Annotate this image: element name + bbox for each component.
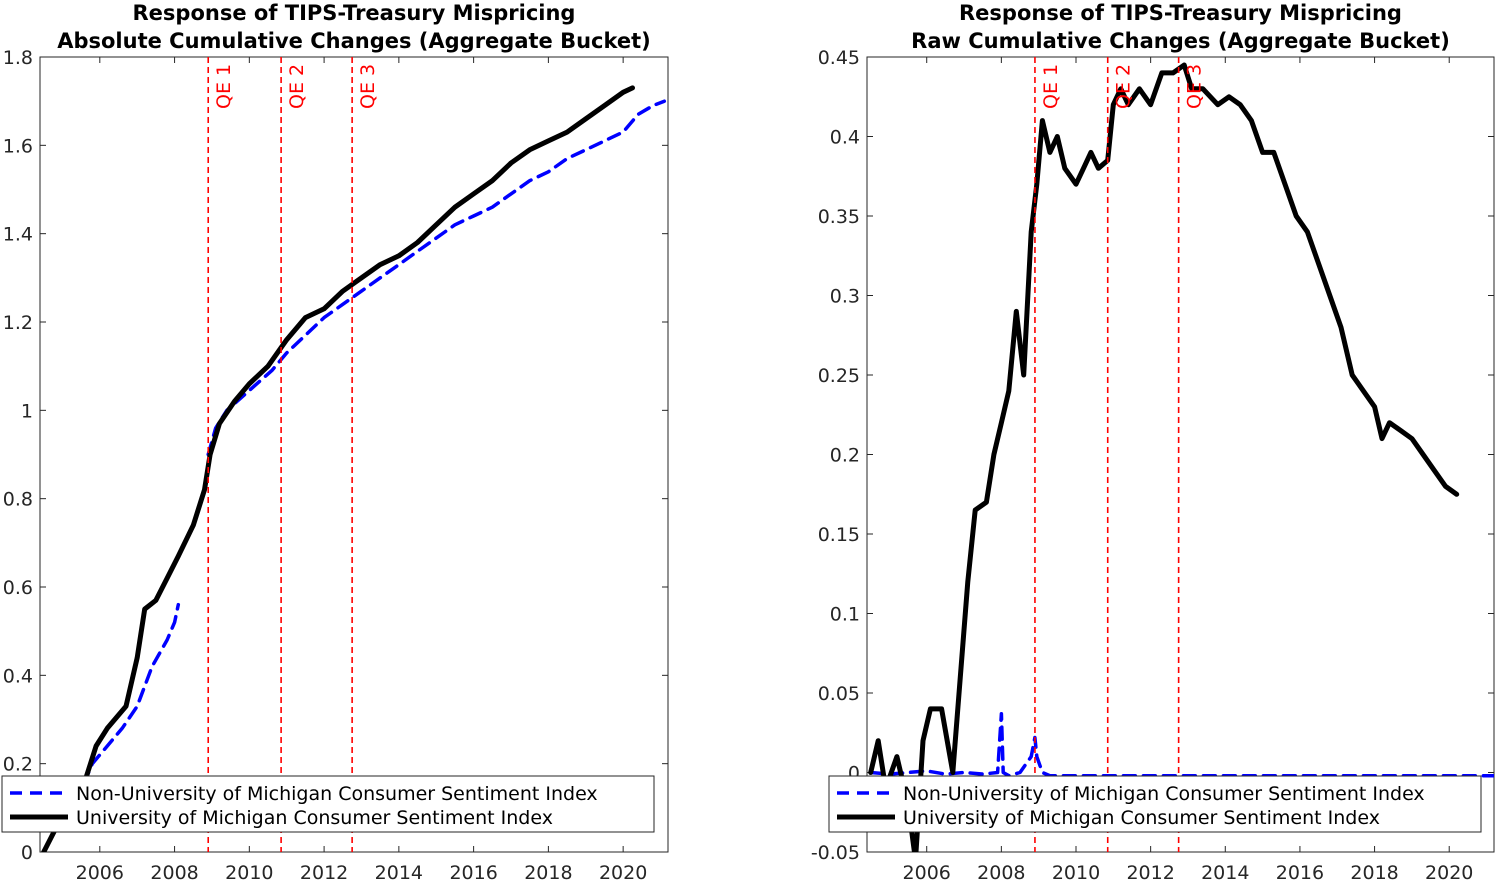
legend: Non-University of Michigan Consumer Sent… xyxy=(1,775,655,833)
legend: Non-University of Michigan Consumer Sent… xyxy=(828,775,1482,833)
y-tick-label: 1.8 xyxy=(3,47,33,69)
y-tick-label: 1.6 xyxy=(3,135,33,157)
series-group xyxy=(41,85,667,852)
series-group xyxy=(868,62,1494,852)
right-chart: Response of TIPS-Treasury Mispricing Raw … xyxy=(811,1,1495,883)
y-tick-label: -0.05 xyxy=(811,842,860,864)
x-tick-label: 2010 xyxy=(1052,862,1100,883)
series-line-umich xyxy=(868,62,1460,852)
x-tick-label: 2008 xyxy=(977,862,1025,883)
x-tick-label: 2010 xyxy=(225,862,273,883)
x-tick-label: 2006 xyxy=(76,862,124,883)
x-tick-label: 2014 xyxy=(375,862,423,883)
left-chart: Response of TIPS-Treasury Mispricing Abso… xyxy=(1,1,669,883)
axes-box xyxy=(866,56,1495,853)
x-tick-label: 2018 xyxy=(1350,862,1398,883)
legend-label: Non-University of Michigan Consumer Sent… xyxy=(903,783,1425,805)
y-tick-label: 0.4 xyxy=(830,127,860,149)
y-tick-label: 0.6 xyxy=(3,577,33,599)
x-tick-label: 2020 xyxy=(1425,862,1473,883)
legend-label: University of Michigan Consumer Sentimen… xyxy=(76,807,553,829)
y-tick-label: 0 xyxy=(21,842,33,864)
legend-box xyxy=(828,775,1482,833)
series-line-non-umich xyxy=(206,99,667,457)
y-tick-label: 0.1 xyxy=(830,604,860,626)
x-tick-label: 2012 xyxy=(1126,862,1174,883)
y-tick-label: 0.8 xyxy=(3,489,33,511)
x-tick-label: 2020 xyxy=(599,862,647,883)
legend-label: Non-University of Michigan Consumer Sent… xyxy=(76,783,598,805)
chart-title-line: Response of TIPS-Treasury Mispricing xyxy=(133,1,576,25)
chart-title-line: Raw Cumulative Changes (Aggregate Bucket… xyxy=(911,29,1450,53)
chart-title-line: Absolute Cumulative Changes (Aggregate B… xyxy=(57,29,651,53)
qe-label: QE 1 xyxy=(213,64,235,109)
legend-box xyxy=(1,775,655,833)
qe-label: QE 3 xyxy=(357,64,379,109)
y-tick-label: 0.4 xyxy=(3,665,33,687)
y-tick-label: 1.2 xyxy=(3,312,33,334)
qe-label: QE 1 xyxy=(1040,64,1062,109)
y-tick-label: 0.45 xyxy=(818,47,860,69)
y-tick-label: 0.05 xyxy=(818,683,860,705)
series-line-non-umich xyxy=(868,711,1494,778)
x-tick-label: 2008 xyxy=(150,862,198,883)
chart-title-line: Response of TIPS-Treasury Mispricing xyxy=(959,1,1402,25)
x-tick-label: 2014 xyxy=(1201,862,1249,883)
axes-box xyxy=(39,56,669,853)
qe-label: QE 3 xyxy=(1184,64,1206,109)
x-tick-label: 2016 xyxy=(1276,862,1324,883)
x-tick-label: 2016 xyxy=(449,862,497,883)
y-tick-label: 0.2 xyxy=(830,445,860,467)
y-tick-label: 0.35 xyxy=(818,206,860,228)
y-tick-label: 0.2 xyxy=(3,754,33,776)
y-tick-label: 1.4 xyxy=(3,224,33,246)
legend-label: University of Michigan Consumer Sentimen… xyxy=(903,807,1380,829)
y-tick-label: 0.25 xyxy=(818,365,860,387)
qe-label: QE 2 xyxy=(286,64,308,109)
y-tick-label: 0.15 xyxy=(818,524,860,546)
y-tick-label: 0.3 xyxy=(830,286,860,308)
x-tick-label: 2018 xyxy=(524,862,572,883)
series-line-umich xyxy=(41,85,635,852)
y-tick-label: 1 xyxy=(21,400,33,422)
x-tick-label: 2012 xyxy=(300,862,348,883)
qe-label: QE 2 xyxy=(1113,64,1135,109)
x-tick-label: 2006 xyxy=(903,862,951,883)
